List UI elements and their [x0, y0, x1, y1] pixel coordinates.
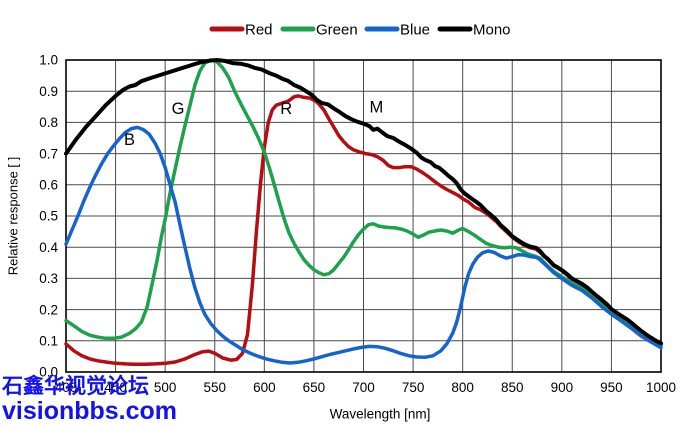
watermark: 石鑫华视觉论坛 visionbbs.com	[2, 376, 177, 424]
curve-label-b: B	[124, 131, 135, 149]
x-tick-label: 450	[104, 380, 127, 395]
y-tick-label: 0.0	[39, 365, 58, 380]
y-tick-label: 0.6	[39, 178, 58, 193]
y-tick-label: 0.7	[39, 146, 58, 161]
legend-label-mono: Mono	[473, 22, 511, 39]
y-tick-label: 0.5	[39, 209, 58, 224]
y-tick-label: 0.8	[39, 115, 58, 130]
x-tick-label: 950	[600, 380, 623, 395]
y-tick-label: 0.3	[39, 271, 58, 286]
legend-label-red: Red	[245, 22, 273, 39]
series-line-mono	[64, 58, 663, 346]
y-tick-label: 0.9	[39, 84, 58, 99]
watermark-line1: 石鑫华视觉论坛	[2, 375, 149, 398]
x-axis-title: Wavelength [nm]	[329, 406, 431, 422]
y-tick-label: 0.2	[39, 302, 58, 317]
curve-label-r: R	[280, 100, 292, 118]
x-tick-label: 500	[154, 380, 177, 395]
x-tick-label: 650	[303, 380, 326, 395]
watermark-line2: visionbbs.com	[2, 397, 178, 425]
x-tick-label: 600	[253, 380, 276, 395]
x-tick-label: 900	[551, 380, 574, 395]
plot-border	[65, 59, 662, 373]
curve-label-g: G	[172, 100, 185, 118]
x-tick-label: 1000	[646, 380, 676, 395]
x-tick-label: 750	[402, 380, 425, 395]
legend-label-blue: Blue	[400, 22, 430, 39]
x-tick-label: 700	[352, 380, 375, 395]
y-tick-label: 1.0	[39, 53, 58, 68]
y-tick-label: 0.1	[39, 334, 58, 349]
curve-label-m: M	[370, 98, 384, 116]
y-axis-title: Relative response [ ]	[5, 156, 21, 276]
legend-label-green: Green	[316, 22, 358, 39]
x-tick-label: 800	[451, 380, 474, 395]
x-tick-label: 550	[203, 380, 226, 395]
x-tick-label: 400	[55, 380, 78, 395]
y-tick-label: 0.4	[39, 240, 58, 255]
x-tick-label: 850	[501, 380, 524, 395]
series-line-blue	[64, 125, 663, 365]
